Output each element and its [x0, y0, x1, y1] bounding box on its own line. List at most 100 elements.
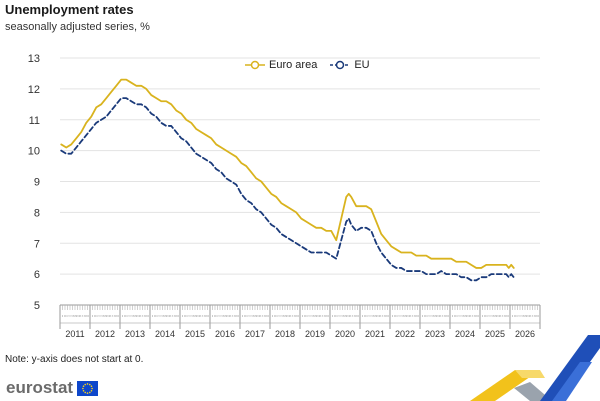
x-month-label-2015-3: IV [186, 314, 189, 318]
x-month-label-2016-10: XI [234, 314, 237, 318]
x-month-label-2015-1: II [182, 314, 184, 318]
x-month-label-2025-8: IX [499, 314, 502, 318]
x-month-label-2022-7: VIII [406, 314, 410, 318]
x-month-label-2013-2: III [124, 314, 126, 318]
x-month-label-2012-9: X [112, 314, 114, 318]
x-tick-label-2015: 2015 [185, 329, 205, 339]
x-month-label-2021-10: XI [384, 314, 387, 318]
x-month-label-2024-3: IV [456, 314, 459, 318]
x-month-label-2019-2: III [304, 314, 306, 318]
x-month-label-2016-6: VII [223, 314, 226, 318]
x-month-label-2025-2: III [484, 314, 486, 318]
x-month-label-2013-5: VI [131, 314, 134, 318]
x-month-label-2025-6: VII [493, 314, 496, 318]
x-month-label-2012-7: VIII [106, 314, 110, 318]
y-tick-label-10: 10 [28, 146, 40, 158]
x-month-label-2023-10: XI [444, 314, 447, 318]
x-month-label-2026-8: IX [529, 314, 532, 318]
x-month-label-2015-9: X [202, 314, 204, 318]
x-month-label-2015-2: III [184, 314, 186, 318]
x-month-label-2011-11: XII [86, 314, 89, 318]
x-month-label-2023-5: VI [431, 314, 434, 318]
x-month-label-2020-5: VI [341, 314, 344, 318]
x-month-label-2014-8: IX [169, 314, 172, 318]
legend-label-eu: EU [354, 59, 370, 71]
x-month-label-2024-6: VII [463, 314, 466, 318]
chart-note: Note: y-axis does not start at 0. [5, 354, 144, 365]
x-month-label-2018-11: XII [296, 314, 299, 318]
x-month-label-2012-10: XI [114, 314, 117, 318]
x-month-label-2015-8: IX [199, 314, 202, 318]
eurostat-logo: eurostat [6, 378, 99, 398]
x-month-label-2024-1: II [452, 314, 454, 318]
x-month-label-2017-2: III [244, 314, 246, 318]
x-month-label-2024-9: X [472, 314, 474, 318]
chart-legend: Euro area EU [244, 59, 370, 71]
x-month-label-2023-1: II [422, 314, 424, 318]
y-tick-label-5: 5 [34, 300, 40, 312]
x-month-label-2020-4: V [339, 314, 341, 318]
x-tick-label-2020: 2020 [335, 329, 355, 339]
eurostat-ribbon-decoration [470, 335, 600, 401]
x-tick-label-2013: 2013 [125, 329, 145, 339]
x-month-label-2021-4: V [369, 314, 371, 318]
x-month-label-2021-8: IX [379, 314, 382, 318]
x-month-label-2014-5: VI [161, 314, 164, 318]
x-month-label-2012-2: III [94, 314, 96, 318]
x-tick-label-2012: 2012 [95, 329, 115, 339]
x-tick-label-2014: 2014 [155, 329, 175, 339]
x-tick-label-2022: 2022 [395, 329, 415, 339]
x-month-label-2011-1: II [62, 314, 64, 318]
x-month-label-2020-2: III [334, 314, 336, 318]
x-month-label-2020-3: IV [336, 314, 339, 318]
flag-star [90, 384, 93, 387]
x-month-label-2016-3: IV [216, 314, 219, 318]
x-month-label-2022-1: II [392, 314, 394, 318]
x-month-label-2012-8: IX [109, 314, 112, 318]
x-month-label-2012-11: XII [116, 314, 119, 318]
x-month-label-2018-2: III [274, 314, 276, 318]
x-month-label-2017-7: VIII [256, 314, 260, 318]
x-month-label-2022-9: X [412, 314, 414, 318]
x-month-label-2019-11: XII [326, 314, 329, 318]
x-month-label-2018-7: VIII [286, 314, 290, 318]
x-month-label-2020-10: XI [354, 314, 357, 318]
y-tick-label-8: 8 [34, 207, 40, 219]
flag-star [84, 383, 87, 385]
legend-item-eu[interactable]: EU [329, 59, 370, 71]
x-month-label-2018-9: X [292, 314, 294, 318]
x-month-label-2019-6: VII [313, 314, 316, 318]
legend-marker-eu [330, 60, 351, 70]
x-month-label-2021-9: X [382, 314, 384, 318]
x-tick-label-2023: 2023 [425, 329, 445, 339]
y-tick-label-7: 7 [34, 238, 40, 250]
x-month-label-2013-3: IV [126, 314, 129, 318]
x-tick-label-2026: 2026 [515, 329, 535, 339]
x-month-label-2019-8: IX [319, 314, 322, 318]
x-month-label-2016-8: IX [229, 314, 232, 318]
x-month-label-2021-1: II [362, 314, 364, 318]
x-month-label-2017-10: XI [264, 314, 267, 318]
x-month-label-2024-7: VIII [466, 314, 470, 318]
x-month-label-2015-10: XI [204, 314, 207, 318]
x-month-label-2016-11: XII [236, 314, 239, 318]
x-tick-label-2021: 2021 [365, 329, 385, 339]
x-month-label-2011-2: III [64, 314, 66, 318]
x-month-label-2011-6: VII [73, 314, 76, 318]
x-month-label-2012-3: IV [96, 314, 99, 318]
x-month-label-2022-5: VI [401, 314, 404, 318]
x-month-label-2019-9: X [322, 314, 324, 318]
x-month-label-2016-4: V [219, 314, 221, 318]
x-month-label-2018-4: V [279, 314, 281, 318]
x-month-label-2025-3: IV [486, 314, 489, 318]
x-month-label-2019-5: VI [311, 314, 314, 318]
x-month-label-2019-7: VIII [316, 314, 320, 318]
x-month-label-2026-10: XI [534, 314, 537, 318]
logo-text: eurostat [6, 378, 74, 397]
legend-item-euro-area[interactable]: Euro area [244, 59, 317, 71]
x-month-label-2019-10: XI [324, 314, 327, 318]
x-month-label-2025-10: XI [504, 314, 507, 318]
x-month-label-2014-10: XI [174, 314, 177, 318]
x-month-label-2021-5: VI [371, 314, 374, 318]
x-month-label-2018-5: VI [281, 314, 284, 318]
